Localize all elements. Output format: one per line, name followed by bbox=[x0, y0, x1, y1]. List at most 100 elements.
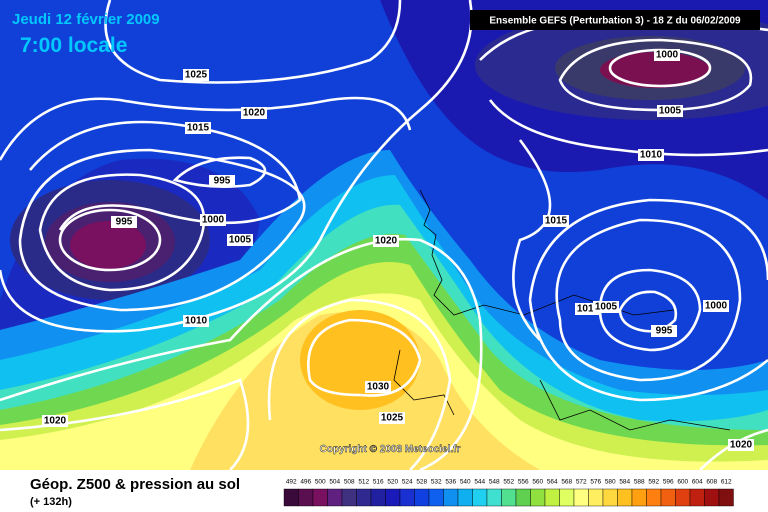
scale-swatch bbox=[602, 488, 618, 507]
isobar-label: 1020 bbox=[730, 440, 753, 451]
color-scale: 492 496 500 504 508 512 516 520 524 528 532 536 540 5… bbox=[283, 479, 734, 507]
scale-label: 548 bbox=[489, 479, 500, 486]
scale-swatch bbox=[501, 488, 517, 507]
scale-label: 608 bbox=[706, 479, 717, 486]
scale-label: 504 bbox=[329, 479, 340, 486]
scale-swatch bbox=[631, 488, 647, 507]
isobar-label: 1010 bbox=[640, 150, 663, 161]
scale-swatch bbox=[356, 488, 372, 507]
scale-label: 576 bbox=[590, 479, 601, 486]
scale-label: 544 bbox=[474, 479, 485, 486]
copyright: Copyright © 2008 Meteociel.fr bbox=[320, 444, 461, 455]
scale-label: 552 bbox=[503, 479, 514, 486]
scale-swatch bbox=[370, 488, 386, 507]
scale-label: 540 bbox=[460, 479, 471, 486]
scale-swatch bbox=[718, 488, 734, 507]
scale-swatch bbox=[573, 488, 589, 507]
scale-swatch bbox=[472, 488, 488, 507]
scale-label: 572 bbox=[576, 479, 587, 486]
run-info: Ensemble GEFS (Perturbation 3) - 18 Z du… bbox=[489, 16, 741, 27]
label-bg bbox=[209, 175, 235, 187]
scale-label: 496 bbox=[300, 479, 311, 486]
scale-label: 564 bbox=[547, 479, 558, 486]
scale-label: 612 bbox=[721, 479, 732, 486]
scale-label: 600 bbox=[677, 479, 688, 486]
scale-swatch bbox=[385, 488, 401, 507]
label-bg bbox=[227, 234, 253, 246]
scale-swatch bbox=[341, 488, 357, 507]
isobar-label: 1000 bbox=[656, 50, 679, 61]
scale-label: 560 bbox=[532, 479, 543, 486]
isobar-label: 1015 bbox=[187, 123, 210, 134]
scale-label: 536 bbox=[445, 479, 456, 486]
legend-title: Géop. Z500 & pression au sol bbox=[30, 476, 240, 493]
scale-swatch bbox=[414, 488, 430, 507]
scale-swatch bbox=[544, 488, 560, 507]
scale-label: 508 bbox=[344, 479, 355, 486]
isobar-label: 995 bbox=[214, 176, 231, 187]
scale-swatch bbox=[660, 488, 676, 507]
scale-swatch bbox=[298, 488, 314, 507]
isobar-label: 1005 bbox=[659, 106, 682, 117]
scale-label: 584 bbox=[619, 479, 630, 486]
isobar-label: 1000 bbox=[202, 215, 225, 226]
label-bg bbox=[111, 216, 137, 228]
scale-label: 528 bbox=[416, 479, 427, 486]
isobar-label: 1010 bbox=[577, 304, 600, 315]
scale-swatch bbox=[486, 488, 502, 507]
scale-swatch bbox=[704, 488, 720, 507]
scale-label: 512 bbox=[358, 479, 369, 486]
scale-label: 532 bbox=[431, 479, 442, 486]
label-bg bbox=[200, 214, 226, 226]
label-bg bbox=[185, 122, 211, 134]
scale-swatch bbox=[588, 488, 604, 507]
scale-swatch bbox=[530, 488, 546, 507]
scale-label: 568 bbox=[561, 479, 572, 486]
scale-swatch bbox=[675, 488, 691, 507]
isobar-label: 1015 bbox=[545, 216, 568, 227]
run-banner bbox=[470, 10, 760, 30]
scale-label: 604 bbox=[692, 479, 703, 486]
label-bg bbox=[651, 325, 677, 337]
scale-swatch bbox=[327, 488, 343, 507]
isobar-label: 1020 bbox=[375, 236, 398, 247]
scale-swatch bbox=[283, 488, 299, 507]
label-bg bbox=[593, 301, 619, 313]
isobar-label: 1025 bbox=[381, 413, 404, 424]
label-bg bbox=[373, 235, 399, 247]
forecast-time: 7:00 locale bbox=[20, 34, 127, 57]
isobar-label: 1005 bbox=[229, 235, 252, 246]
label-bg bbox=[42, 415, 68, 427]
label-bg bbox=[728, 439, 754, 451]
scale-label: 500 bbox=[315, 479, 326, 486]
scale-label: 596 bbox=[663, 479, 674, 486]
forecast-date: Jeudi 12 février 2009 bbox=[12, 11, 160, 28]
label-bg bbox=[703, 300, 729, 312]
label-bg bbox=[543, 215, 569, 227]
scale-label: 556 bbox=[518, 479, 529, 486]
scale-swatch bbox=[646, 488, 662, 507]
scale-label: 524 bbox=[402, 479, 413, 486]
isobar-label: 1030 bbox=[367, 382, 390, 393]
z500-field bbox=[0, 0, 768, 470]
label-bg bbox=[241, 107, 267, 119]
label-bg bbox=[183, 69, 209, 81]
label-bg bbox=[638, 149, 664, 161]
isobar-label: 995 bbox=[656, 326, 673, 337]
isobars bbox=[0, 0, 768, 402]
isobar-label: 1020 bbox=[243, 108, 266, 119]
scale-swatch bbox=[399, 488, 415, 507]
scale-swatch bbox=[559, 488, 575, 507]
scale-label: 516 bbox=[373, 479, 384, 486]
scale-swatch bbox=[515, 488, 531, 507]
scale-swatch bbox=[689, 488, 705, 507]
scale-label: 580 bbox=[605, 479, 616, 486]
scale-swatch bbox=[428, 488, 444, 507]
isobar-label: 1005 bbox=[595, 302, 618, 313]
label-bg bbox=[654, 49, 680, 61]
isobar-label: 995 bbox=[116, 217, 133, 228]
scale-label: 588 bbox=[634, 479, 645, 486]
scale-swatch bbox=[312, 488, 328, 507]
